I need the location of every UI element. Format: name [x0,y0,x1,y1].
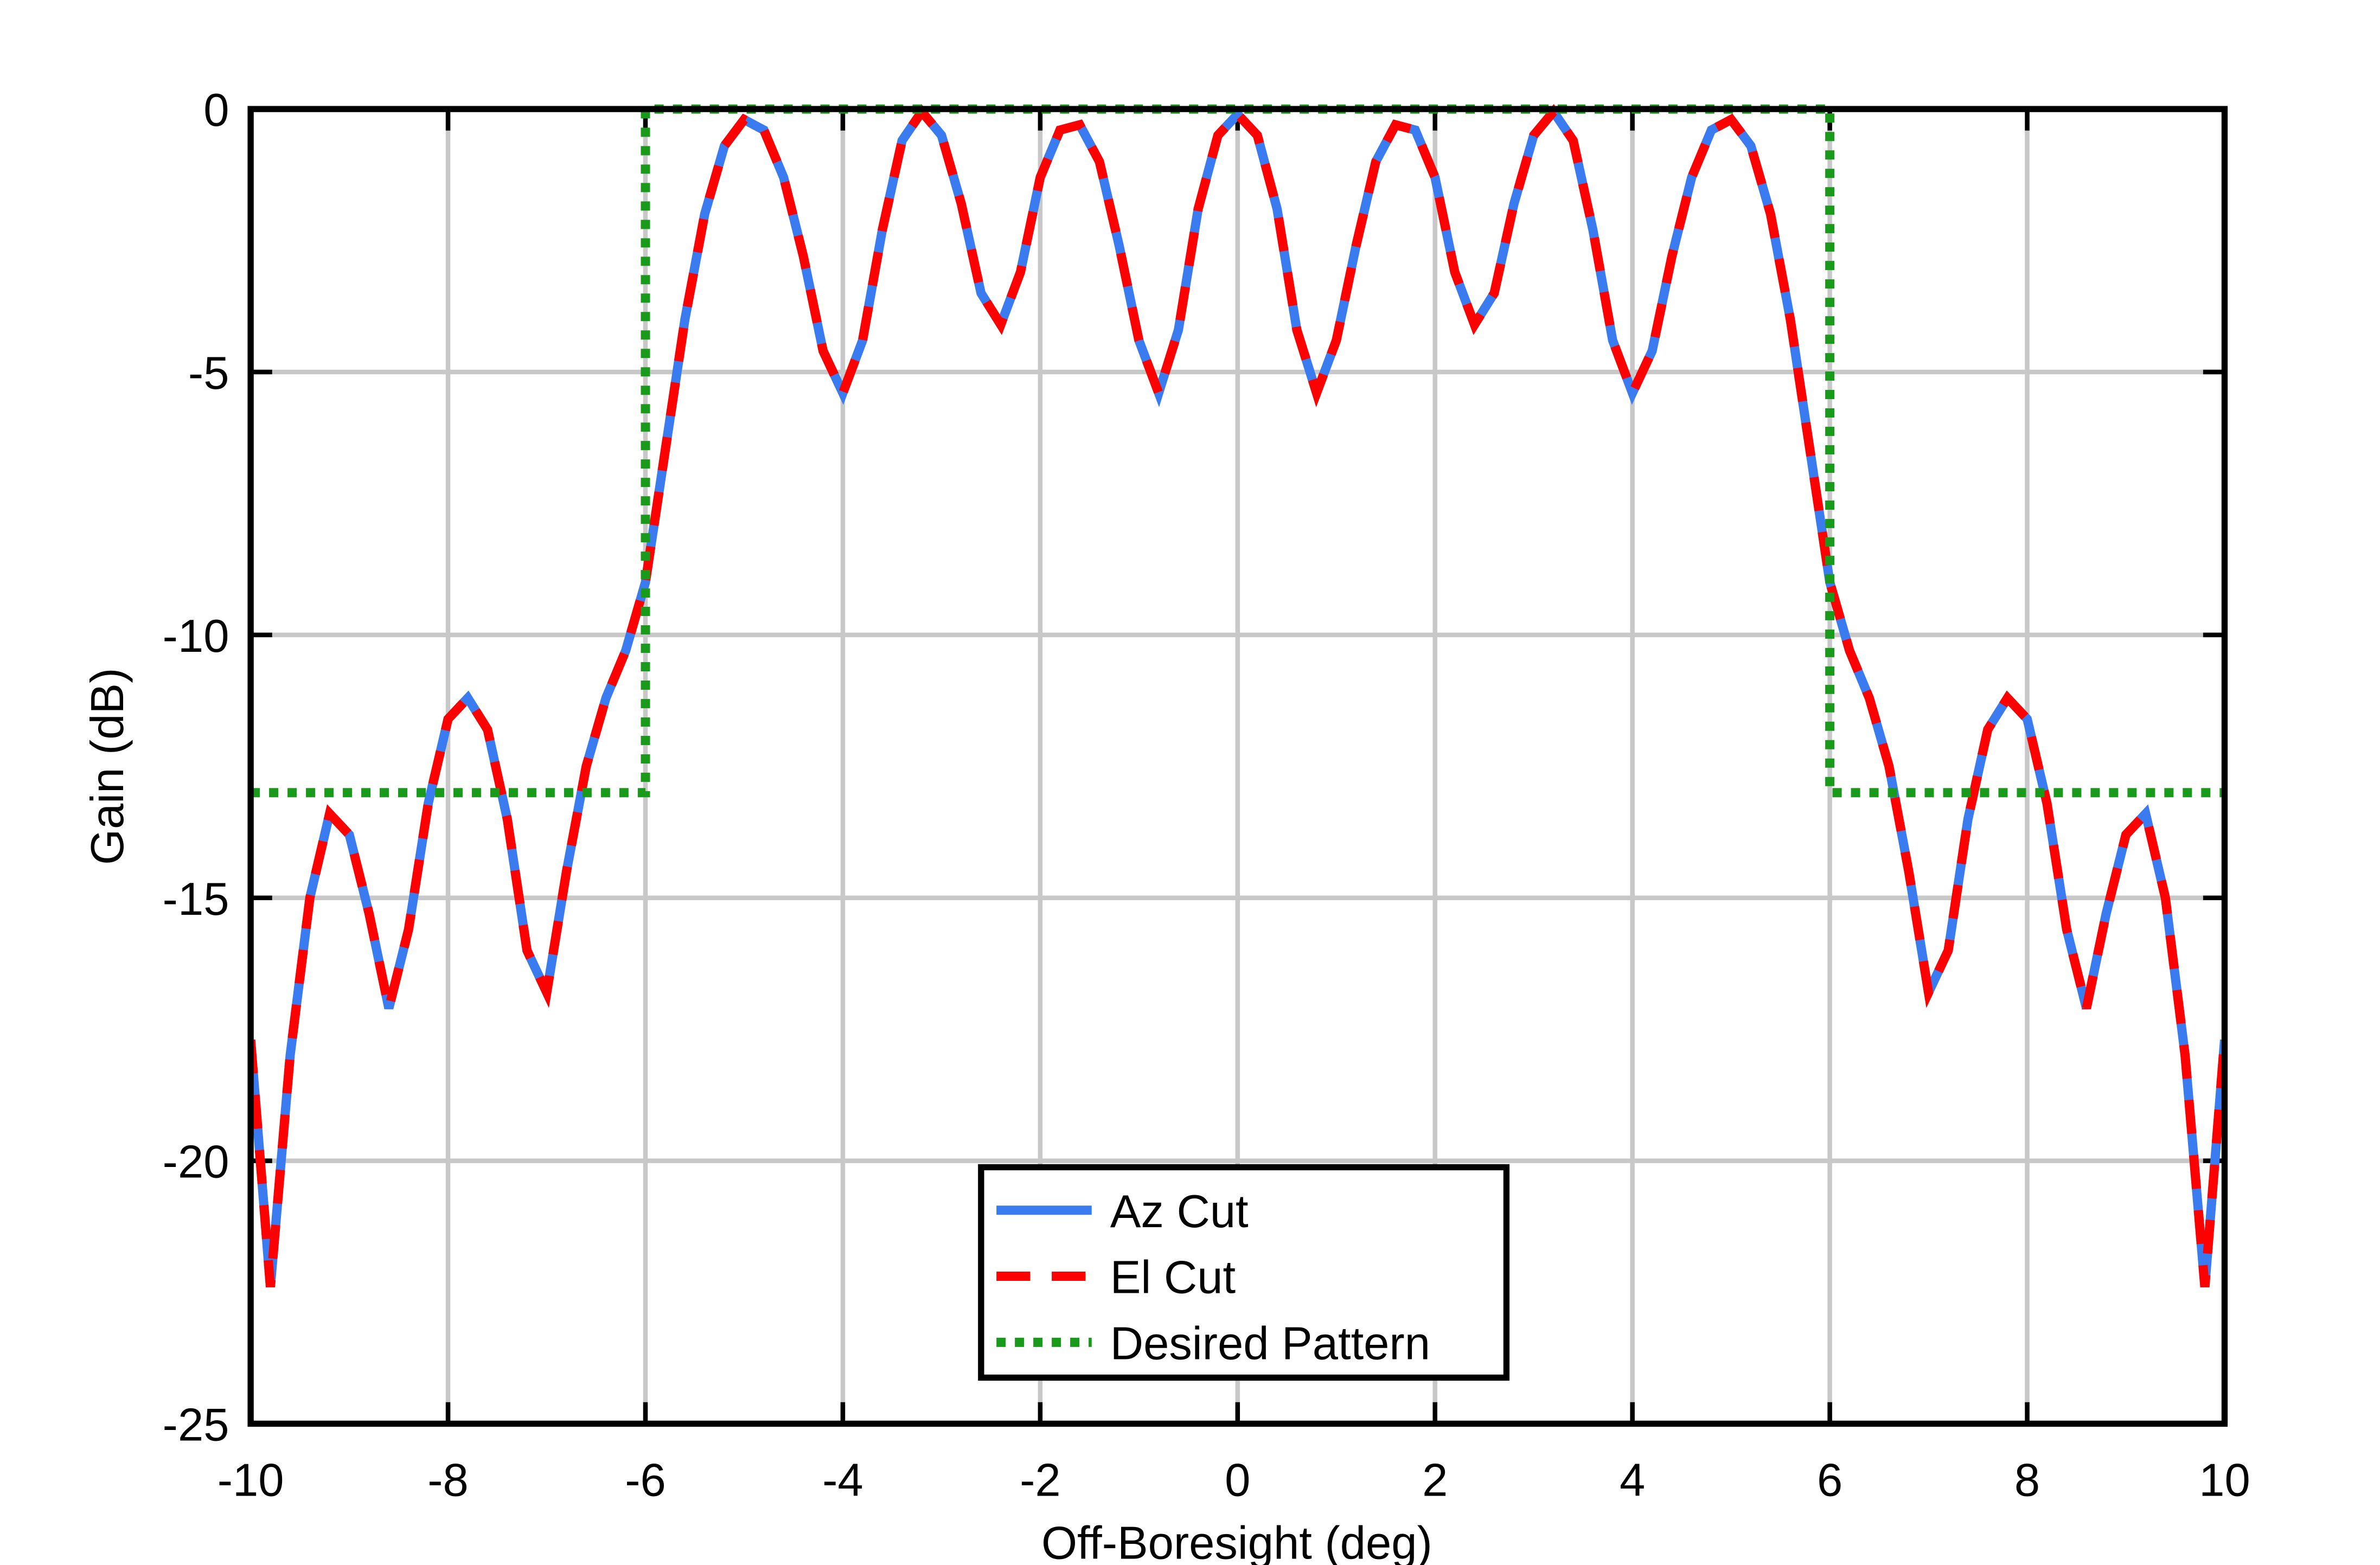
x-tick-label: -4 [822,1455,863,1506]
y-tick-label: -15 [163,874,229,925]
y-tick-label: -25 [163,1400,229,1451]
x-tick-label: 4 [1620,1455,1645,1506]
series-line [251,104,2225,798]
y-axis-label: Gain (dB) [82,668,133,865]
x-tick-label: -6 [625,1455,666,1506]
x-tick-label: -8 [427,1455,469,1506]
x-tick-label: 8 [2014,1455,2040,1506]
y-tick-label: -10 [163,611,229,662]
legend-label: El Cut [1110,1252,1236,1304]
x-axis-label: Off-Boresight (deg) [1041,1518,1432,1565]
legend-label: Desired Pattern [1110,1318,1430,1369]
y-tick-label: -20 [163,1137,229,1188]
x-tick-label: 0 [1225,1455,1250,1506]
x-tick-label: 6 [1817,1455,1842,1506]
plot-frame [247,106,2228,1427]
y-tick-label: 0 [203,85,229,136]
x-tick-label: 2 [1422,1455,1448,1506]
legend-label: Az Cut [1110,1186,1249,1237]
x-tick-label: -10 [217,1455,284,1506]
y-tick-label: -5 [188,348,229,399]
x-tick-label: -2 [1020,1455,1061,1506]
series-line [251,104,2225,1288]
x-tick-label: 10 [2199,1455,2250,1506]
